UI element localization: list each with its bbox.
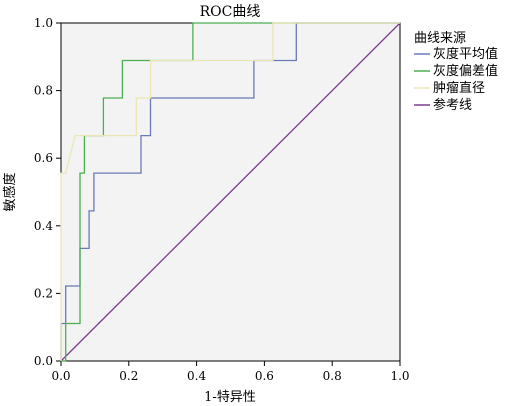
x-tick-label: 1.0 [390, 369, 409, 383]
y-tick-label: 0.4 [34, 219, 53, 233]
x-tick-label: 0.6 [255, 369, 274, 383]
legend-entry-label: 肿瘤直径 [433, 80, 485, 96]
y-tick-label: 0.2 [34, 286, 53, 300]
x-axis-label: 1-特异性 [204, 390, 256, 405]
legend-entry-label: 灰度偏差值 [433, 63, 498, 79]
x-tick-label: 0.4 [187, 369, 206, 383]
x-tick-label: 0.8 [323, 369, 342, 383]
x-tick-label: 0.0 [51, 369, 70, 383]
series-line-3 [60, 22, 400, 361]
x-tick-label: 0.2 [119, 369, 138, 383]
series-layer [60, 22, 401, 362]
y-axis-label: 敏感度 [2, 172, 18, 211]
y-tick-label: 0.6 [34, 151, 53, 165]
legend-entry-label: 参考线 [433, 97, 472, 113]
y-tick-label: 0.0 [34, 354, 53, 368]
series-line-4 [60, 22, 401, 362]
y-tick-label: 0.8 [34, 84, 53, 98]
legend-entry-label: 灰度平均值 [433, 46, 498, 62]
chart-title: ROC曲线 [200, 4, 261, 20]
y-tick-label: 1.0 [34, 16, 53, 30]
y-axis: 0.0 0.2 0.4 0.6 0.8 1.0 [34, 16, 61, 368]
legend-title: 曲线来源 [414, 31, 466, 46]
x-axis: 0.0 0.2 0.4 0.6 0.8 1.0 [51, 361, 410, 383]
